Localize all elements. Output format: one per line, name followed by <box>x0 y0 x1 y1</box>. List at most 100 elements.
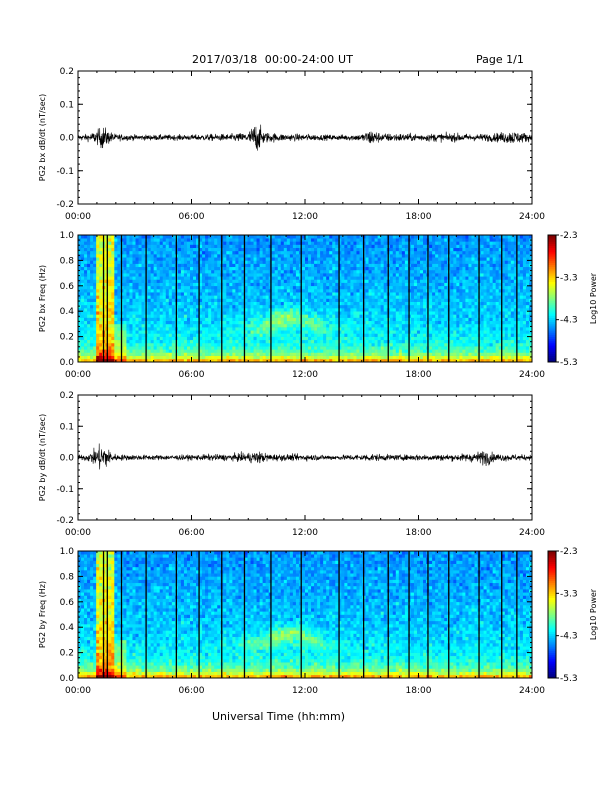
spectrogram-cell <box>383 311 388 315</box>
spectrogram-cell <box>416 269 421 274</box>
spectrogram-cell <box>317 323 321 328</box>
spectrogram-cell <box>374 352 378 356</box>
spectrogram-cell <box>183 298 188 302</box>
spectrogram-cell <box>392 330 397 334</box>
spectrogram-cell <box>292 279 297 283</box>
spectrogram-cell <box>156 336 161 341</box>
spectrogram-cell <box>374 358 378 363</box>
spectrogram-cell <box>344 235 348 239</box>
spectrogram-cell <box>156 288 161 293</box>
spectrogram-cell <box>81 279 85 283</box>
spectrogram-cell <box>380 330 384 334</box>
spectrogram-cell <box>341 241 345 245</box>
spectrogram-cell <box>232 244 236 248</box>
spectrogram-cell <box>196 288 200 293</box>
spectrogram-cell <box>199 254 203 258</box>
spectrogram-cell <box>295 355 300 360</box>
spectrogram-cell <box>223 298 227 302</box>
spectrogram-cell <box>208 317 212 322</box>
spectrogram-cell <box>329 352 333 356</box>
spectrogram-cell <box>183 247 188 252</box>
spectrogram-cell <box>292 250 297 255</box>
spectrogram-cell <box>84 288 88 293</box>
spectrogram-cell <box>341 285 345 290</box>
spectrogram-cell <box>341 273 345 277</box>
spectrogram-cell <box>295 308 300 312</box>
spectrogram-cell <box>196 273 200 277</box>
spectrogram-cell <box>277 333 282 337</box>
spectrogram-cell <box>168 244 173 248</box>
spectrogram-cell <box>108 342 112 347</box>
spectrogram-cell <box>223 260 227 264</box>
spectrogram-cell <box>96 273 100 277</box>
spectrogram-cell <box>265 342 269 347</box>
spectrogram-cell <box>444 323 448 328</box>
spectrogram-cell <box>226 330 230 334</box>
spectrogram-cell <box>444 288 448 293</box>
spectrogram-cell <box>410 282 415 287</box>
spectrogram-cell <box>247 336 251 341</box>
spectrogram-cell <box>84 330 88 334</box>
spectrogram-cell <box>262 257 266 261</box>
spectrogram-cell <box>90 308 94 312</box>
spectrogram-cell <box>335 273 339 277</box>
spectrogram-cell <box>423 323 427 328</box>
spectrogram-cell <box>208 247 212 252</box>
spectrogram-cell <box>395 311 400 315</box>
spectrogram-cell <box>129 276 133 280</box>
spectrogram-cell <box>356 346 360 350</box>
spectrogram-cell <box>256 266 260 271</box>
spectrogram-cell <box>332 304 336 309</box>
spectrogram-cell <box>283 235 288 239</box>
spectrogram-cell <box>250 355 254 360</box>
spectrogram-cell <box>156 263 161 268</box>
spectrogram-cell <box>205 336 209 341</box>
spectrogram-cell <box>338 311 342 315</box>
spectrogram-cell <box>159 244 164 248</box>
spectrogram-cell <box>353 349 357 353</box>
spectrogram-cell <box>423 327 427 331</box>
spectrogram-cell <box>262 279 266 283</box>
spectrogram-cell <box>96 257 100 261</box>
spectrogram-cell <box>244 298 248 302</box>
spectrogram-cell <box>177 279 182 283</box>
spectrogram-cell <box>256 304 260 309</box>
spectrogram-cell <box>262 260 266 264</box>
spectrogram-cell <box>96 254 100 258</box>
spectrogram-cell <box>283 241 288 245</box>
spectrogram-cell <box>150 355 154 360</box>
spectrogram-cell <box>244 288 248 293</box>
spectrogram-cell <box>232 288 236 293</box>
spectrogram-cell <box>398 333 403 337</box>
spectrogram-cell <box>168 355 173 360</box>
spectrogram-cell <box>259 295 263 299</box>
spectrogram-cell <box>180 260 185 264</box>
spectrogram-cell <box>323 301 327 306</box>
spectrogram-cell <box>359 336 363 341</box>
spectrogram-cell <box>341 346 345 350</box>
spectrogram-cell <box>350 285 354 290</box>
spectrogram-cell <box>250 241 254 245</box>
spectrogram-cell <box>392 292 397 296</box>
spectrogram-cell <box>410 349 415 353</box>
spectrogram-cell <box>295 244 300 248</box>
spectrogram-cell <box>156 269 161 274</box>
spectrogram-cell <box>238 339 242 344</box>
spectrogram-cell <box>126 301 130 306</box>
spectrogram-cell <box>138 317 142 322</box>
spectrogram-cell <box>438 292 442 296</box>
spectrogram-cell <box>335 346 339 350</box>
spectrogram-cell <box>368 247 372 252</box>
spectrogram-cell <box>156 250 161 255</box>
spectrogram-cell <box>132 235 136 239</box>
spectrogram-cell <box>305 327 309 331</box>
spectrogram-cell <box>214 263 218 268</box>
spectrogram-cell <box>186 304 191 309</box>
spectrogram-cell <box>168 247 173 252</box>
spectrogram-cell <box>229 292 233 296</box>
spectrogram-cell <box>329 346 333 350</box>
spectrogram-cell <box>423 330 427 334</box>
spectrogram-cell <box>289 352 294 356</box>
spectrogram-cell <box>238 295 242 299</box>
spectrogram-cell <box>165 295 170 299</box>
